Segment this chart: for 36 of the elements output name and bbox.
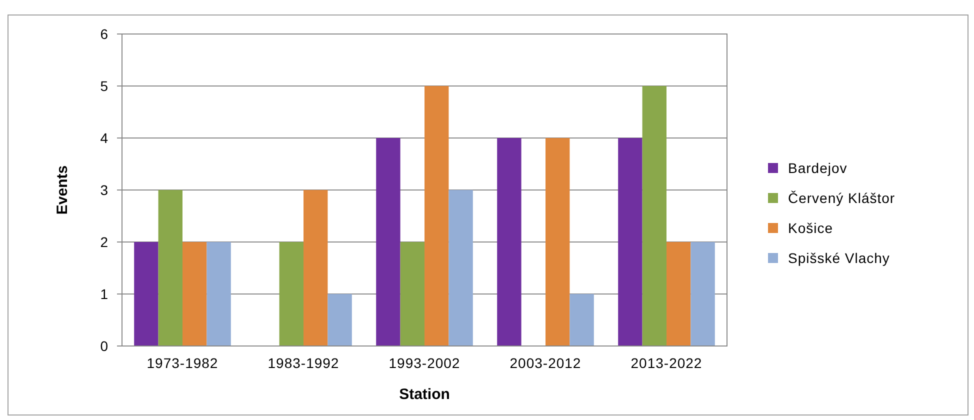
x-tick-label: 1983-1992 <box>268 355 340 371</box>
bar <box>182 242 207 346</box>
x-axis-title: Station <box>399 386 450 403</box>
y-tick-label: 1 <box>100 286 108 302</box>
bar <box>400 242 424 346</box>
y-tick-label: 6 <box>100 26 108 42</box>
bar <box>666 242 691 346</box>
legend-label: Košice <box>788 220 834 236</box>
bar <box>279 242 304 346</box>
bar <box>497 138 522 346</box>
bar <box>328 294 352 346</box>
legend-label: Spišské Vlachy <box>788 250 890 266</box>
y-tick-label: 3 <box>100 182 108 198</box>
bar <box>304 190 328 346</box>
y-tick-label: 0 <box>100 338 108 354</box>
x-tick-label: 2013-2022 <box>630 355 702 371</box>
bar <box>206 242 231 346</box>
bar <box>642 86 666 346</box>
bar <box>424 86 449 346</box>
legend-label: Červený Kláštor <box>788 190 896 206</box>
bar <box>134 242 158 346</box>
y-tick-label: 2 <box>100 234 108 250</box>
y-tick-label: 5 <box>100 78 108 94</box>
y-axis-title: Events <box>54 165 71 215</box>
y-tick-label: 4 <box>100 130 108 146</box>
x-tick-label: 1973-1982 <box>146 355 218 371</box>
legend-label: Bardejov <box>788 160 848 176</box>
bar <box>546 138 570 346</box>
bar <box>158 190 182 346</box>
bar <box>448 190 473 346</box>
bar <box>618 138 642 346</box>
x-tick-label: 1993-2002 <box>388 355 460 371</box>
bar <box>570 294 594 346</box>
bar <box>376 138 400 346</box>
x-tick-label: 2003-2012 <box>510 355 582 371</box>
bar <box>690 242 715 346</box>
